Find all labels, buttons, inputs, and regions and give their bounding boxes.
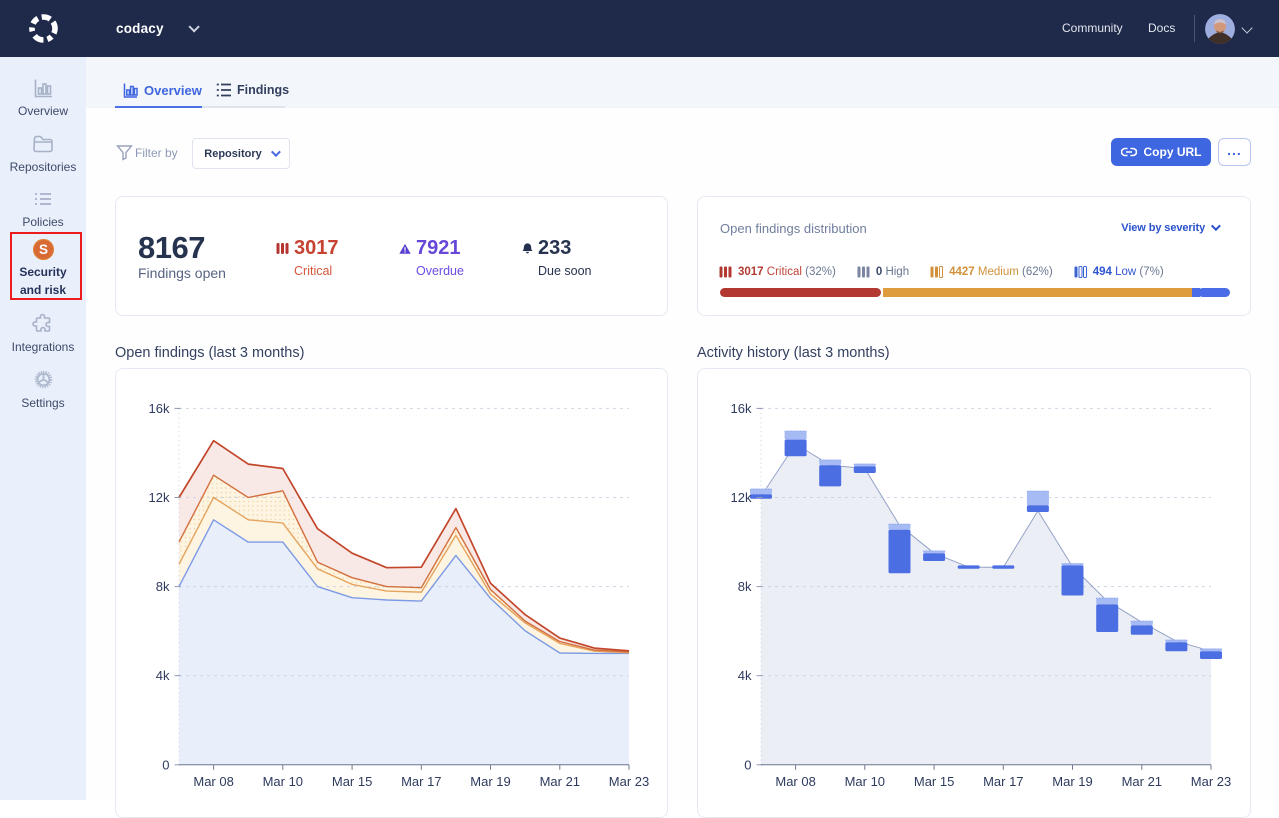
svg-text:Mar 23: Mar 23 xyxy=(609,774,649,789)
svg-text:Mar 08: Mar 08 xyxy=(193,774,233,789)
svg-text:Mar 10: Mar 10 xyxy=(845,774,885,789)
svg-text:S: S xyxy=(38,242,47,257)
svg-text:16k: 16k xyxy=(731,401,752,416)
svg-text:Mar 17: Mar 17 xyxy=(983,774,1023,789)
svg-text:Mar 10: Mar 10 xyxy=(263,774,303,789)
svg-text:Mar 19: Mar 19 xyxy=(1052,774,1092,789)
svg-text:12k: 12k xyxy=(149,490,170,505)
svg-text:Mar 23: Mar 23 xyxy=(1191,774,1231,789)
svg-text:Mar 15: Mar 15 xyxy=(332,774,372,789)
svg-text:Mar 17: Mar 17 xyxy=(401,774,441,789)
svg-text:8k: 8k xyxy=(156,579,170,594)
svg-text:4k: 4k xyxy=(156,668,170,683)
svg-text:4k: 4k xyxy=(738,668,752,683)
svg-text:0: 0 xyxy=(162,757,169,772)
svg-text:16k: 16k xyxy=(149,401,170,416)
svg-text:Mar 08: Mar 08 xyxy=(775,774,815,789)
svg-text:Mar 15: Mar 15 xyxy=(914,774,954,789)
svg-text:Mar 21: Mar 21 xyxy=(540,774,580,789)
svg-text:12k: 12k xyxy=(731,490,752,505)
svg-text:0: 0 xyxy=(744,757,751,772)
svg-text:Mar 19: Mar 19 xyxy=(470,774,510,789)
svg-text:Mar 21: Mar 21 xyxy=(1122,774,1162,789)
svg-text:8k: 8k xyxy=(738,579,752,594)
